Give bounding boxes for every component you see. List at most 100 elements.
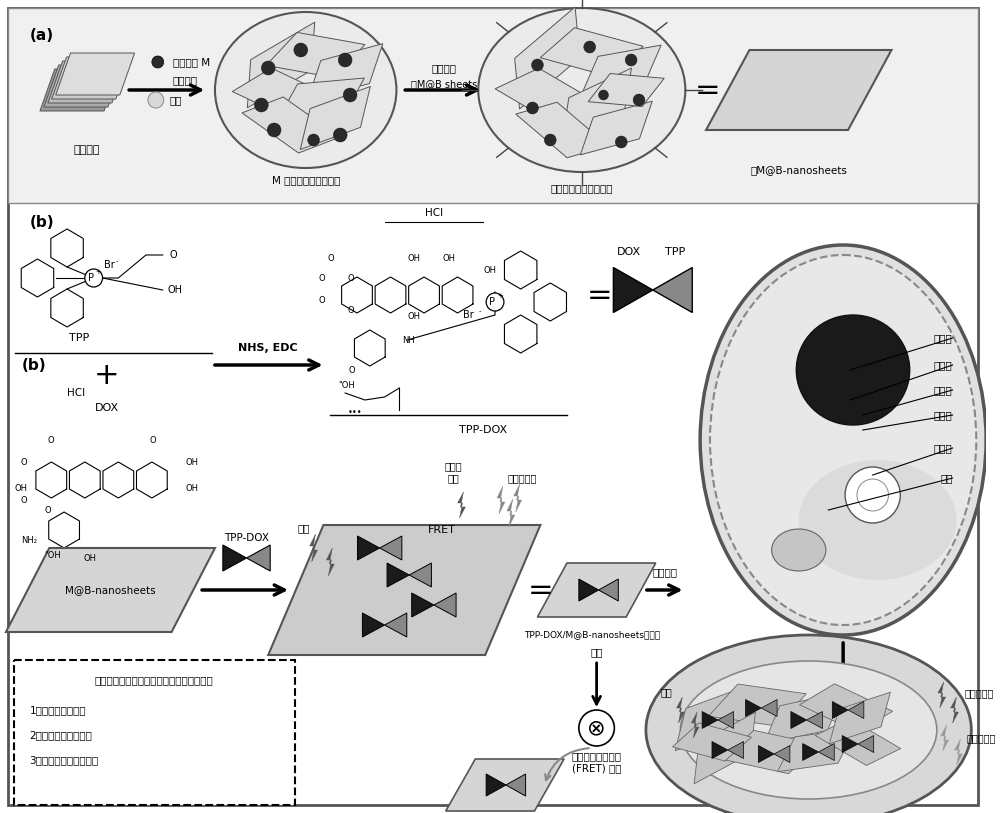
Text: 深度剔离出薄层纳米片: 深度剔离出薄层纳米片 [551, 183, 613, 193]
Text: 液泡: 液泡 [940, 473, 953, 483]
Text: OH: OH [168, 285, 183, 295]
Polygon shape [357, 536, 380, 560]
Polygon shape [40, 69, 119, 111]
Circle shape [544, 134, 556, 146]
Text: DOX: DOX [94, 403, 119, 413]
Text: 细胞壁: 细胞壁 [934, 410, 953, 420]
Polygon shape [761, 699, 777, 716]
Text: (b): (b) [30, 215, 54, 230]
Text: 厜M@B sheets: 厜M@B sheets [411, 79, 477, 89]
Text: TPP: TPP [665, 247, 686, 257]
Polygon shape [409, 563, 431, 587]
Text: 细胞膜: 细胞膜 [934, 385, 953, 395]
Polygon shape [486, 774, 506, 796]
Polygon shape [247, 22, 315, 108]
Polygon shape [829, 692, 890, 744]
Text: 激发: 激发 [590, 647, 603, 657]
Polygon shape [300, 86, 370, 150]
Polygon shape [702, 711, 718, 728]
Text: OH: OH [442, 254, 455, 263]
Text: (b): (b) [22, 358, 46, 373]
Text: =: = [587, 280, 612, 310]
Polygon shape [44, 65, 123, 107]
Polygon shape [514, 484, 522, 512]
Polygon shape [803, 744, 818, 760]
Circle shape [625, 54, 637, 66]
Circle shape [633, 94, 645, 106]
Polygon shape [842, 736, 858, 753]
Text: +: + [497, 293, 503, 299]
Text: OH: OH [185, 484, 198, 493]
Text: TPP-DOX: TPP-DOX [224, 533, 269, 543]
Polygon shape [516, 102, 608, 158]
Text: +: + [96, 269, 102, 275]
Text: •••: ••• [348, 407, 362, 416]
Polygon shape [458, 492, 465, 518]
Text: 红荧光
减弱: 红荧光 减弱 [445, 462, 462, 483]
Polygon shape [728, 741, 744, 759]
Polygon shape [723, 730, 819, 774]
Text: =: = [528, 576, 553, 605]
Polygon shape [277, 78, 364, 122]
Ellipse shape [799, 460, 957, 580]
Polygon shape [310, 534, 318, 562]
Polygon shape [434, 593, 456, 617]
Text: 红荧光增强: 红荧光增强 [964, 688, 994, 698]
Text: O: O [348, 273, 354, 282]
Text: OH: OH [408, 311, 421, 320]
Text: O: O [48, 436, 55, 445]
Ellipse shape [772, 529, 826, 571]
Circle shape [148, 92, 164, 108]
Text: OH: OH [408, 254, 421, 263]
Polygon shape [832, 702, 848, 719]
Circle shape [254, 98, 268, 112]
Text: O: O [45, 506, 51, 515]
Polygon shape [385, 613, 407, 637]
Polygon shape [675, 685, 749, 750]
Polygon shape [718, 711, 734, 728]
Polygon shape [676, 697, 684, 723]
Ellipse shape [478, 8, 685, 172]
Text: TPP: TPP [69, 333, 89, 343]
Text: P: P [88, 273, 94, 283]
Polygon shape [540, 28, 643, 76]
Polygon shape [52, 57, 131, 99]
Text: NH: NH [402, 336, 415, 345]
Text: 探针超声: 探针超声 [173, 75, 198, 85]
Text: 蓝荧光增强: 蓝荧光增强 [508, 473, 537, 483]
Polygon shape [506, 774, 526, 796]
Polygon shape [497, 486, 505, 514]
Polygon shape [308, 44, 383, 100]
Polygon shape [941, 725, 949, 751]
Polygon shape [387, 563, 409, 587]
Polygon shape [495, 68, 605, 128]
Circle shape [343, 88, 357, 102]
Text: O: O [21, 458, 28, 467]
Circle shape [584, 41, 596, 53]
Polygon shape [758, 746, 774, 763]
Text: 薄M@B-nanosheets: 薄M@B-nanosheets [750, 165, 847, 175]
Text: "OH: "OH [44, 550, 61, 559]
Ellipse shape [796, 315, 910, 425]
Circle shape [338, 53, 352, 67]
Text: 溶剖: 溶剖 [170, 95, 182, 105]
Text: HCl: HCl [67, 388, 85, 398]
Polygon shape [938, 682, 946, 708]
Ellipse shape [710, 255, 976, 625]
Polygon shape [815, 719, 901, 766]
Polygon shape [580, 101, 652, 154]
Text: FRET: FRET [428, 525, 456, 535]
Circle shape [857, 479, 888, 511]
Polygon shape [955, 739, 962, 765]
Text: O: O [170, 250, 177, 260]
Text: NHS, EDC: NHS, EDC [238, 343, 298, 353]
Ellipse shape [215, 12, 396, 168]
Polygon shape [774, 746, 790, 763]
Polygon shape [48, 61, 127, 103]
Polygon shape [223, 545, 247, 571]
Circle shape [267, 123, 281, 137]
Polygon shape [791, 711, 807, 728]
Text: O: O [327, 254, 334, 263]
Bar [14, 660, 295, 805]
Text: 新型的金属离子配位薄层硷纳米片载体探针: 新型的金属离子配位薄层硷纳米片载体探针 [94, 675, 213, 685]
